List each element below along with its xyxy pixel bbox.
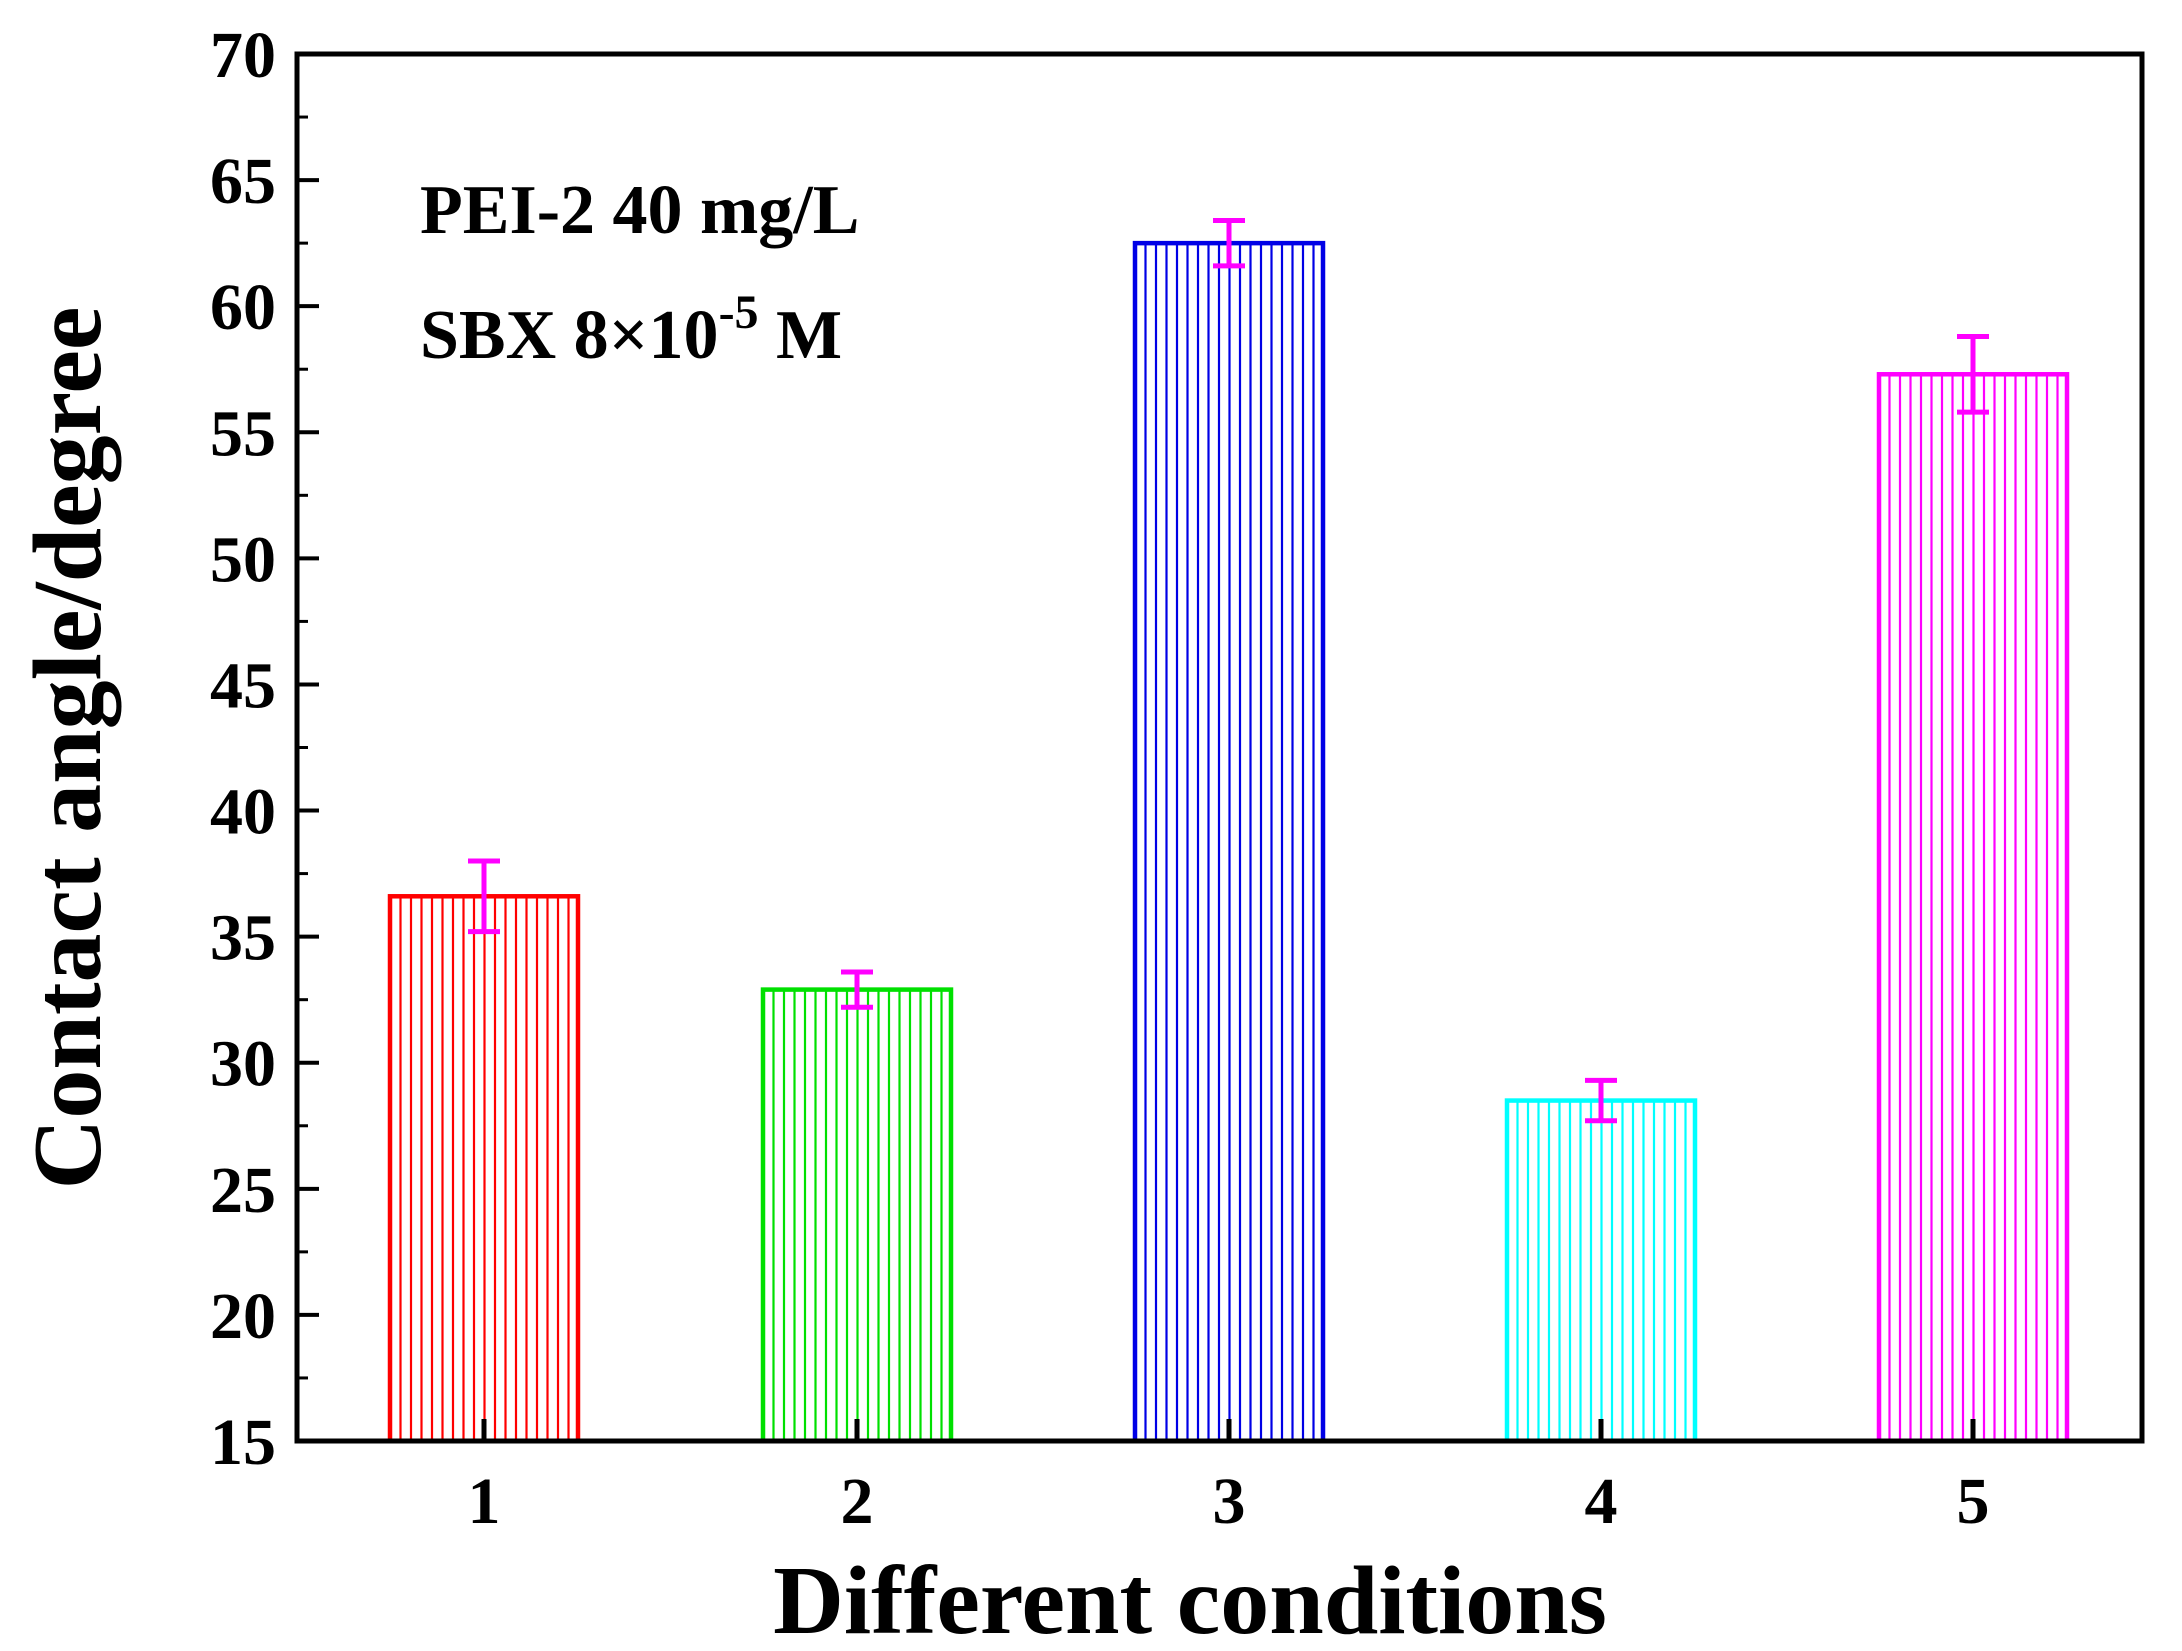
y-tick-label: 65 xyxy=(210,145,276,218)
y-tick-label: 60 xyxy=(210,271,276,344)
x-tick-label: 3 xyxy=(1213,1465,1246,1538)
ticks-layer xyxy=(297,52,1976,1443)
x-tick-label: 2 xyxy=(841,1465,874,1538)
y-tick-label: 35 xyxy=(210,902,276,975)
y-tick-label: 50 xyxy=(210,523,276,596)
bar-2 xyxy=(760,987,954,1444)
annotation-line-2-suffix: M xyxy=(759,297,843,374)
y-tick-label: 30 xyxy=(210,1028,276,1101)
bar-hatch-1 xyxy=(399,896,570,1441)
error-bar-1 xyxy=(468,858,500,935)
annotation-line-2: SBX 8×10-5 M xyxy=(420,286,842,374)
error-bars-layer xyxy=(468,217,1989,1124)
annotation-line-1: PEI-2 40 mg/L xyxy=(420,172,859,249)
bar-hatch-5 xyxy=(1888,374,2059,1441)
error-bar-3 xyxy=(1213,217,1245,269)
y-tick-label: 70 xyxy=(210,19,276,92)
annotation-line-2-prefix: SBX 8×10 xyxy=(420,297,719,374)
bar-3 xyxy=(1132,240,1326,1444)
bars-layer xyxy=(387,240,2070,1444)
bar-hatch-4 xyxy=(1516,1100,1687,1441)
y-tick-label: 55 xyxy=(210,397,276,470)
bar-hatch-3 xyxy=(1144,243,1315,1441)
bar-hatch-2 xyxy=(772,989,943,1441)
y-tick-label: 45 xyxy=(210,649,276,722)
x-tick-label: 5 xyxy=(1957,1465,1990,1538)
y-tick-label: 40 xyxy=(210,776,276,849)
y-tick-label: 20 xyxy=(210,1280,276,1353)
annotation-exponent: -5 xyxy=(719,286,759,339)
error-bar-4 xyxy=(1585,1077,1617,1124)
x-tick-label: 4 xyxy=(1585,1465,1618,1538)
y-tick-label: 25 xyxy=(210,1154,276,1227)
error-bar-2 xyxy=(841,969,873,1010)
error-bar-5 xyxy=(1957,333,1989,415)
bar-4 xyxy=(1504,1098,1698,1444)
y-axis-label: Contact angle/degree xyxy=(14,307,122,1190)
x-tick-label: 1 xyxy=(468,1465,501,1538)
x-axis-label: Different conditions xyxy=(773,1547,1607,1651)
y-tick-label: 15 xyxy=(210,1406,276,1479)
bar-1 xyxy=(387,894,581,1444)
bar-5 xyxy=(1876,372,2070,1444)
